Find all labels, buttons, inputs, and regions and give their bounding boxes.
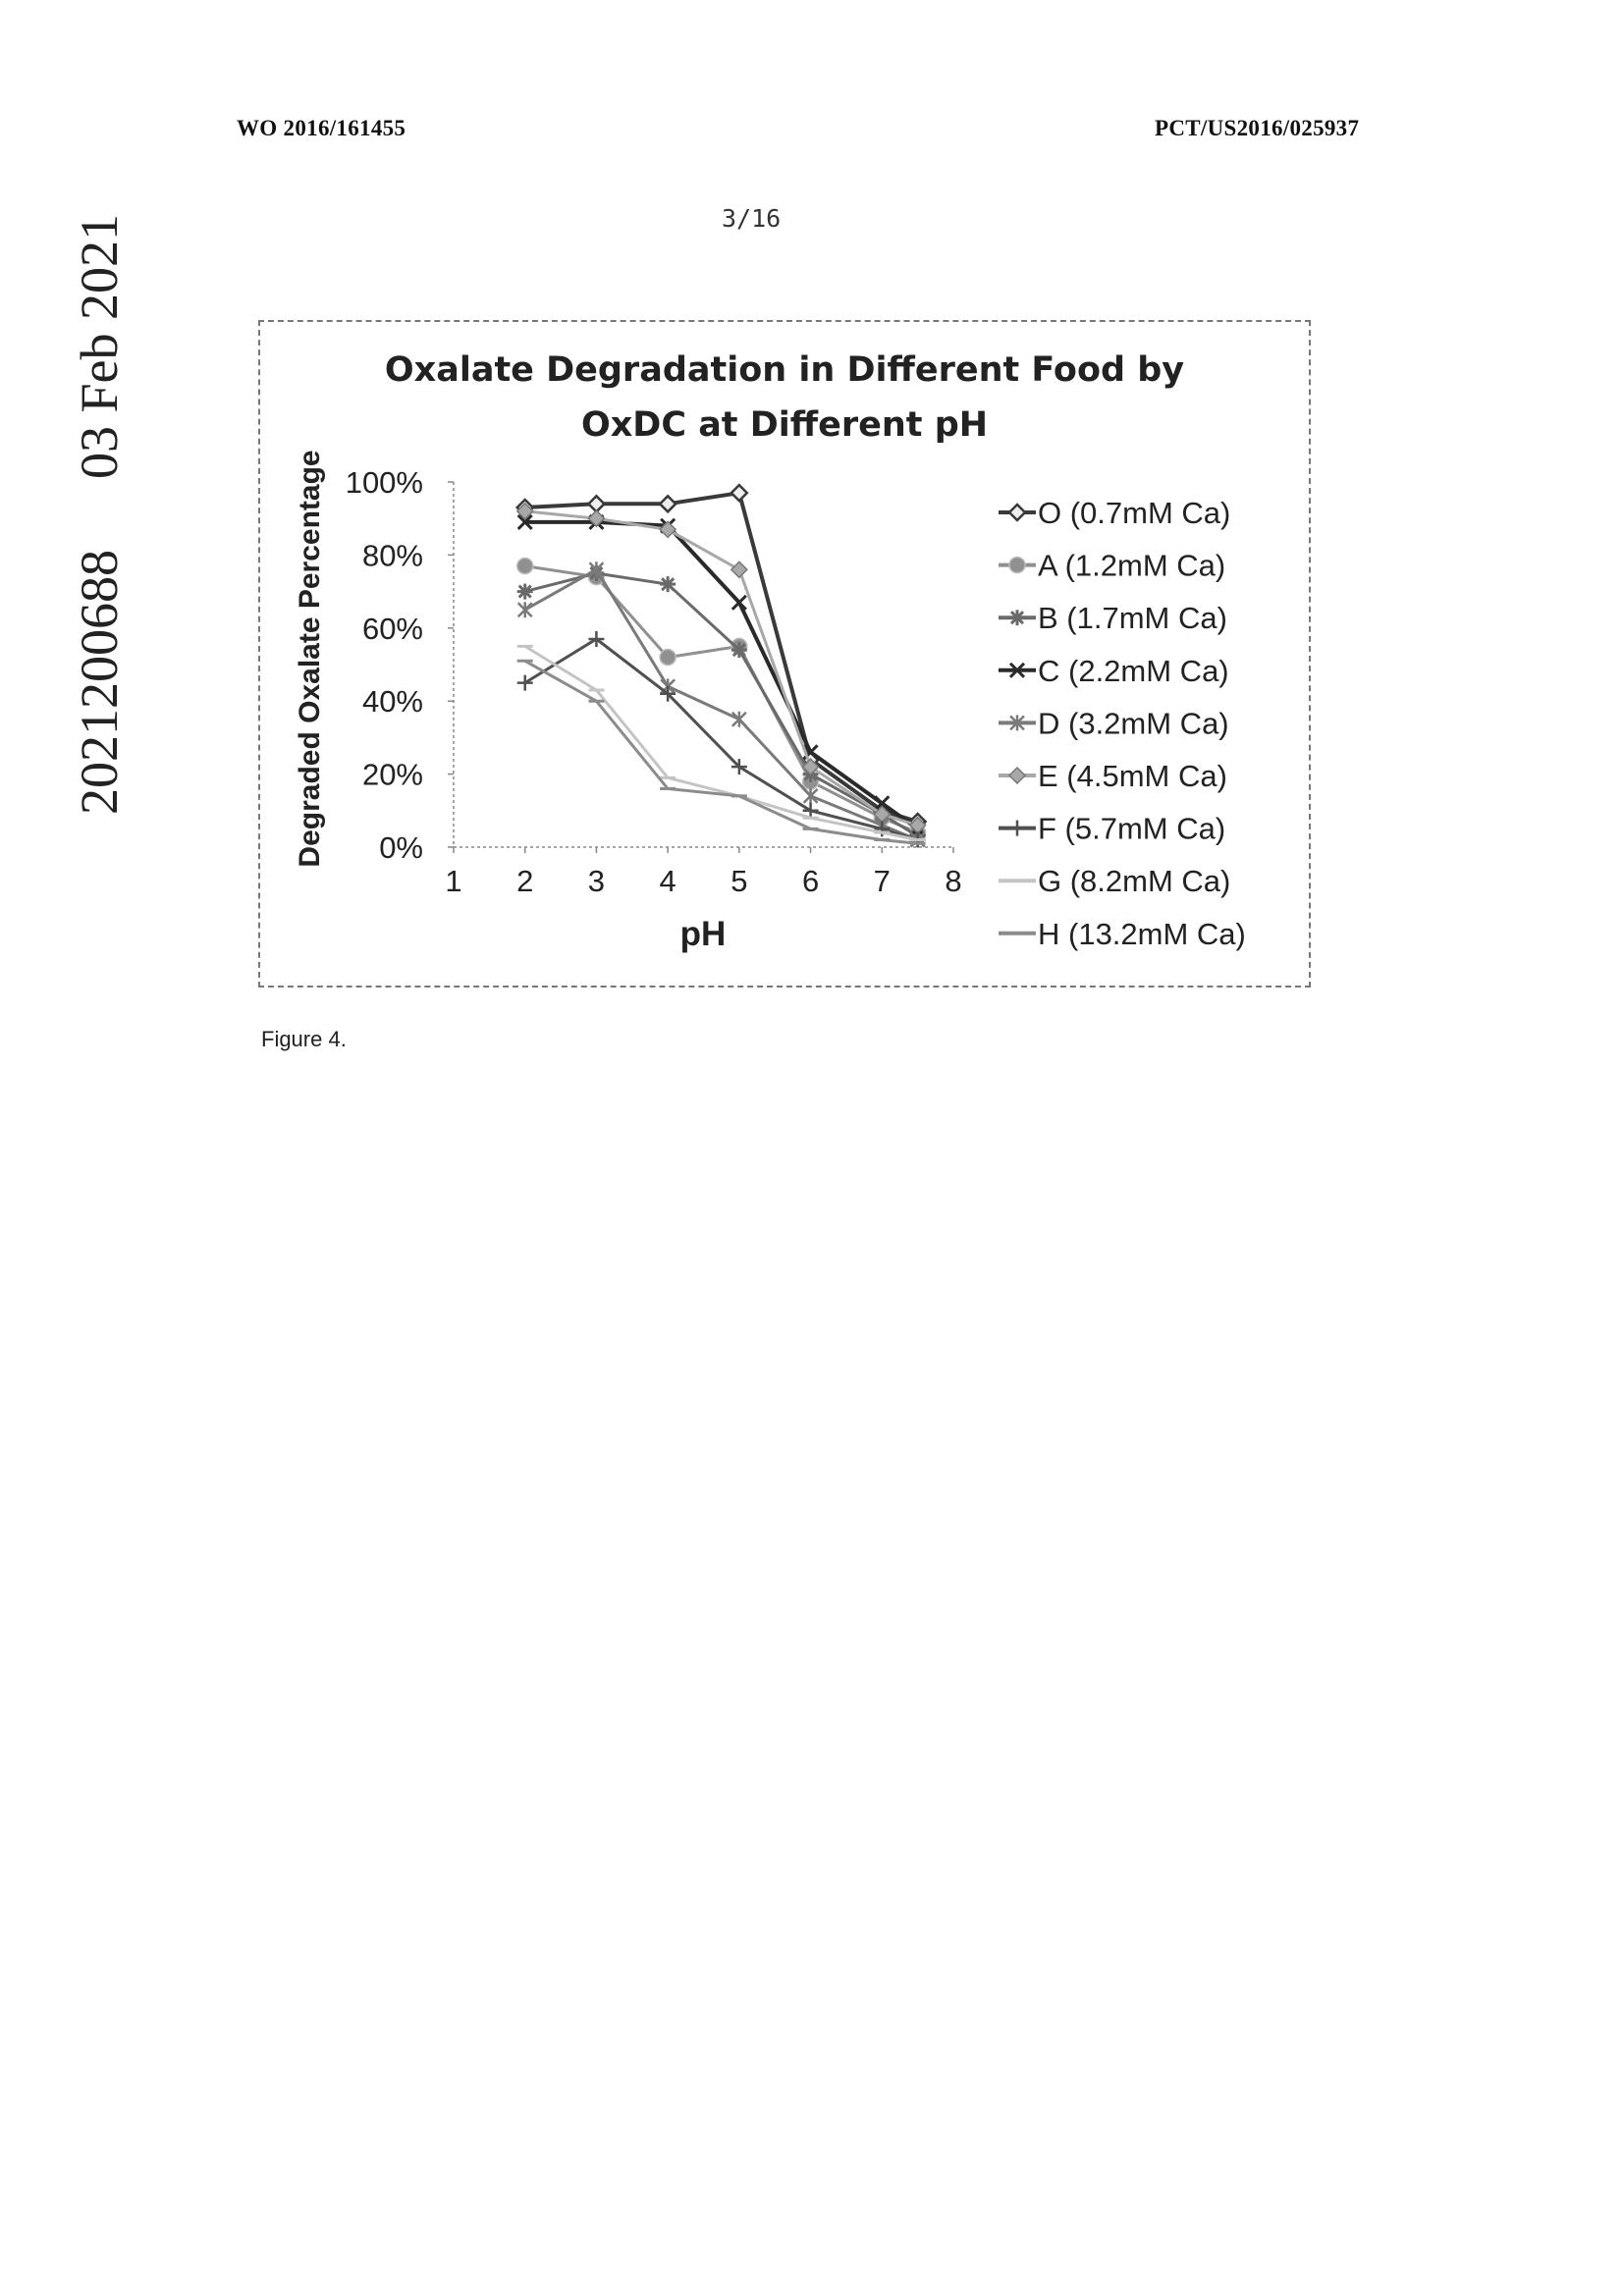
data-point [515, 557, 534, 575]
x-tick-label: 4 [660, 864, 676, 898]
legend-entry: G (8.2mM Ca) [999, 864, 1230, 898]
legend-entry: O (0.7mM Ca) [999, 496, 1230, 530]
series-8 [516, 659, 926, 845]
x-tick-label: 5 [730, 864, 747, 898]
data-point [801, 758, 820, 776]
data-point [730, 483, 749, 503]
legend-entry: D (3.2mM Ca) [999, 706, 1229, 740]
data-point [730, 561, 748, 579]
data-point [730, 711, 747, 727]
data-point [588, 561, 605, 578]
y-tick-label: 40% [362, 684, 423, 719]
legend-label: D (3.2mM Ca) [1038, 706, 1229, 740]
data-point [874, 795, 891, 812]
data-point [516, 513, 533, 530]
legend-swatch-marker [1007, 766, 1027, 785]
data-point [730, 594, 747, 611]
legend-entry: E (4.5mM Ca) [999, 759, 1227, 793]
y-tick-label: 20% [362, 758, 423, 792]
series-line [523, 645, 918, 842]
data-point [660, 685, 676, 702]
data-point [659, 648, 676, 667]
legend-entry: H (13.2mM Ca) [999, 917, 1246, 951]
legend-swatch-marker [1009, 715, 1025, 731]
data-point [586, 494, 607, 514]
series-line [524, 490, 919, 824]
data-point [516, 602, 533, 618]
data-point [802, 802, 819, 819]
side-stamp-date: 03 Feb 2021 [70, 214, 129, 479]
data-point [587, 509, 606, 528]
series-6 [516, 630, 926, 848]
series-3 [516, 513, 926, 837]
legend-label: E (4.5mM Ca) [1038, 759, 1227, 793]
oxalate-degradation-chart: Oxalate Degradation in Different Food by… [294, 350, 1246, 953]
x-tick-label: 2 [516, 864, 533, 898]
legend-swatch-marker [1009, 820, 1025, 836]
series-line [524, 519, 919, 831]
legend-label: B (1.7mM Ca) [1038, 601, 1227, 635]
y-tick-label: 60% [362, 612, 423, 646]
data-point [802, 787, 819, 804]
legend-label: F (5.7mM Ca) [1038, 812, 1225, 846]
figure-frame [258, 320, 1311, 988]
legend-label: G (8.2mM Ca) [1038, 864, 1230, 898]
x-tick-label: 3 [588, 864, 605, 898]
series-line [524, 509, 919, 828]
legend-swatch-marker [1009, 610, 1025, 626]
legend-swatch-marker [1008, 556, 1026, 574]
application-number: PCT/US2016/025937 [1155, 116, 1360, 140]
legend-entry: F (5.7mM Ca) [999, 812, 1225, 846]
series-line [524, 571, 919, 838]
legend-entry: B (1.7mM Ca) [999, 601, 1227, 635]
series-5 [515, 502, 927, 834]
chart-title-line: OxDC at Different pH [581, 405, 988, 445]
side-stamp-number: 2021200688 [70, 550, 129, 815]
x-axis-title: pH [680, 915, 727, 953]
data-point [588, 630, 605, 647]
data-point [730, 642, 747, 659]
legend-entry: C (2.2mM Ca) [999, 654, 1229, 688]
series-line [523, 637, 919, 842]
legend-swatch-marker [1007, 503, 1027, 522]
y-tick-label: 0% [379, 830, 423, 865]
chart-title-line: Oxalate Degradation in Different Food by [385, 350, 1184, 390]
x-tick-label: 8 [945, 864, 961, 898]
series-0 [514, 483, 928, 831]
x-tick-label: 7 [874, 864, 891, 898]
figure-caption: Figure 4. [261, 1027, 347, 1051]
data-point [658, 494, 677, 514]
legend-entry: A (1.2mM Ca) [999, 549, 1225, 583]
x-tick-label: 6 [802, 864, 819, 898]
x-tick-label: 1 [445, 864, 461, 898]
legend-label: H (13.2mM Ca) [1038, 917, 1246, 951]
data-point [515, 502, 534, 520]
series-7 [516, 644, 926, 842]
data-point [874, 821, 891, 837]
data-point [730, 759, 747, 775]
data-point [516, 674, 533, 691]
legend-label: A (1.2mM Ca) [1038, 549, 1225, 583]
legend-label: O (0.7mM Ca) [1038, 496, 1230, 530]
data-point [660, 576, 676, 593]
y-axis-title: Degraded Oxalate Percentage [294, 450, 326, 867]
publication-number: WO 2016/161455 [237, 116, 406, 140]
y-tick-label: 80% [362, 538, 423, 572]
legend-swatch-marker [1008, 662, 1026, 678]
legend-label: C (2.2mM Ca) [1038, 654, 1229, 688]
data-point [516, 583, 533, 600]
data-point [659, 520, 677, 539]
page-number: 3/16 [722, 204, 782, 233]
y-tick-label: 100% [346, 465, 423, 500]
